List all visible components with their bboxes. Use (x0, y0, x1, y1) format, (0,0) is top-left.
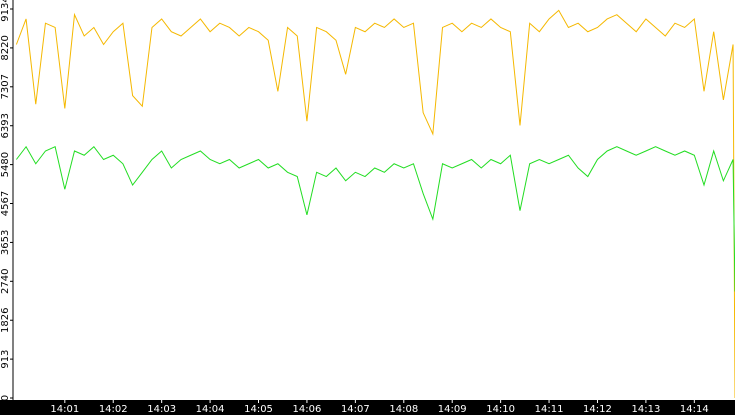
x-tick-label: 14:03 (147, 404, 176, 415)
x-tick-label: 14:13 (631, 404, 660, 415)
x-tick-label: 14:14 (680, 404, 709, 415)
y-tick-label: 4567 (0, 191, 11, 216)
x-tick-label: 14:06 (293, 404, 322, 415)
x-tick-label: 14:10 (486, 404, 515, 415)
x-tick-label: 14:02 (99, 404, 128, 415)
x-tick-label: 14:11 (535, 404, 564, 415)
x-tick-label: 14:05 (244, 404, 273, 415)
x-tick-label: 14:12 (583, 404, 612, 415)
y-tick-label: 913 (0, 350, 11, 369)
y-tick-label: 0 (0, 395, 11, 401)
x-axis-bar (0, 400, 735, 415)
y-tick-label: 8220 (0, 35, 11, 60)
x-tick-label: 14:01 (50, 404, 79, 415)
x-tick-label: 14:07 (341, 404, 370, 415)
y-tick-label: 9134 (0, 0, 11, 22)
y-tick-label: 6393 (0, 113, 11, 138)
series-line (15, 9, 735, 399)
y-tick-label: 2740 (0, 269, 11, 294)
series-line (15, 145, 735, 292)
x-tick-label: 14:09 (438, 404, 467, 415)
y-tick-label: 3653 (0, 230, 11, 255)
y-tick-label: 1826 (0, 308, 11, 333)
x-tick-label: 14:04 (196, 404, 225, 415)
y-tick-label: 7307 (0, 74, 11, 99)
y-tick-label: 5480 (0, 152, 11, 177)
x-tick-label: 14:08 (389, 404, 418, 415)
